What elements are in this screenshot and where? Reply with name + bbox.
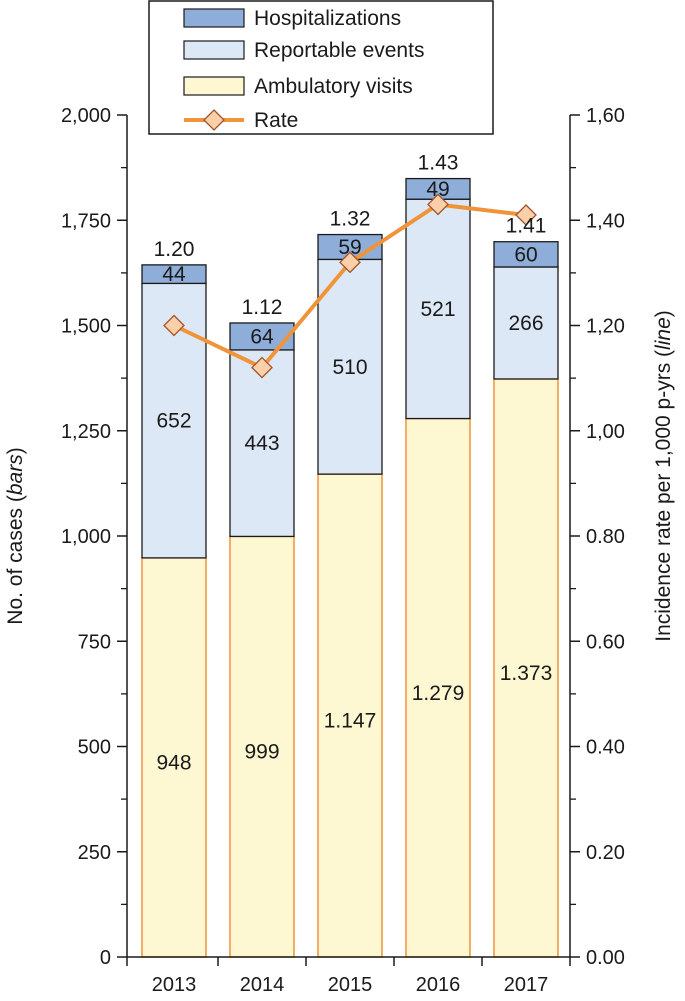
legend-swatch-hospitalizations — [183, 8, 245, 28]
rate-label-2015: 1.32 — [330, 208, 371, 231]
x-tick-label-2014: 2014 — [240, 974, 285, 996]
label-reportable-events-2015: 510 — [332, 356, 367, 379]
y-left-tick-label: 500 — [78, 737, 111, 759]
label-reportable-events-2016: 521 — [420, 298, 455, 321]
rate-label-2016: 1.43 — [418, 152, 459, 175]
legend-label-hospitalizations: Hospitalizations — [254, 7, 401, 30]
bar-ambulatory-visits-2013 — [141, 557, 207, 958]
label-hospitalizations-2017: 60 — [514, 243, 537, 266]
bars-layer — [141, 177, 559, 958]
y-left-tick-label: 1,500 — [61, 316, 111, 338]
label-hospitalizations-2016: 49 — [426, 178, 449, 201]
label-reportable-events-2017: 266 — [508, 312, 543, 335]
bar-reportable-events-2014 — [229, 349, 295, 538]
label-ambulatory-visits-2017: 1.373 — [500, 662, 553, 685]
y-right-tick-label: 1,40 — [586, 210, 625, 232]
label-hospitalizations-2015: 59 — [338, 236, 361, 259]
label-hospitalizations-2013: 44 — [162, 263, 186, 286]
bar-reportable-events-2015 — [317, 258, 383, 475]
labels-layer: 948 652 44 999 443 64 1.147 510 59 1.279 521 49 1.37… — [154, 152, 553, 775]
rate-line-layer — [163, 193, 537, 379]
label-ambulatory-visits-2013: 948 — [156, 751, 191, 774]
rate-marker-2017 — [515, 204, 537, 226]
rate-marker-2015 — [339, 251, 361, 274]
bar-ambulatory-visits-2017 — [493, 378, 559, 958]
x-tick-label-2013: 2013 — [152, 974, 197, 996]
y-right-tick-label: 0.40 — [586, 737, 625, 759]
rate-marker-2014 — [251, 356, 273, 379]
y-left-tick-label: 1,000 — [61, 526, 111, 548]
rate-marker-2013 — [163, 314, 185, 337]
rate-label-2017: 1.41 — [506, 215, 547, 238]
legend-marker-rate — [203, 109, 225, 131]
bar-hospitalizations-2014 — [229, 322, 295, 351]
y-right-tick-label: 0.20 — [586, 842, 625, 864]
y-left-tick-label: 1,750 — [61, 210, 111, 232]
y-left-tick-label: 0 — [100, 947, 111, 969]
rate-label-2014: 1.12 — [242, 296, 283, 319]
y-left-axis-title: No. of cases (bars) — [4, 447, 27, 624]
label-ambulatory-visits-2014: 999 — [244, 741, 279, 764]
y-left-tick-label: 2,000 — [61, 105, 111, 127]
legend-swatch-ambulatory-visits — [183, 76, 245, 96]
y-left-tick-label: 1,250 — [61, 421, 111, 443]
rate-label-2013: 1.20 — [154, 238, 195, 261]
label-reportable-events-2014: 443 — [244, 432, 279, 455]
bar-ambulatory-visits-2014 — [229, 535, 295, 958]
y-right-tick-label: 0.00 — [586, 947, 625, 969]
legend-label-reportable-events: Reportable events — [254, 39, 424, 62]
bar-hospitalizations-2017 — [493, 241, 559, 268]
label-reportable-events-2013: 652 — [156, 410, 191, 433]
y-right-tick-label: 1,20 — [586, 316, 625, 338]
x-tick-label-2015: 2015 — [328, 974, 373, 996]
bar-reportable-events-2017 — [493, 266, 559, 380]
axes-layer: 0 250 500 750 1,000 1,250 1,500 1,750 2,000 0.00 0… — [4, 105, 675, 996]
x-tick-label-2017: 2017 — [504, 974, 549, 996]
legend-label-ambulatory-visits: Ambulatory visits — [254, 75, 413, 98]
y-right-tick-label: 0.60 — [586, 631, 625, 653]
x-tick-label-2016: 2016 — [416, 974, 461, 996]
y-right-tick-label: 1,60 — [586, 105, 625, 127]
y-right-axis-title: Incidence rate per 1,000 p-yrs (line) — [652, 310, 675, 642]
rate-marker-2016 — [427, 193, 449, 216]
legend-swatch-reportable-events — [183, 40, 245, 60]
y-right-tick-label: 0.80 — [586, 526, 625, 548]
y-left-tick-label: 250 — [78, 842, 111, 864]
bar-ambulatory-visits-2016 — [405, 417, 471, 958]
legend-label-rate: Rate — [254, 109, 298, 132]
label-ambulatory-visits-2015: 1.147 — [324, 710, 377, 733]
label-ambulatory-visits-2016: 1.279 — [412, 682, 465, 705]
y-right-tick-label: 1,00 — [586, 421, 625, 443]
bar-hospitalizations-2013 — [141, 264, 207, 285]
legend: Hospitalizations Reportable events Ambulat… — [148, 0, 494, 135]
label-hospitalizations-2014: 64 — [250, 325, 274, 348]
y-left-tick-label: 750 — [78, 631, 111, 653]
